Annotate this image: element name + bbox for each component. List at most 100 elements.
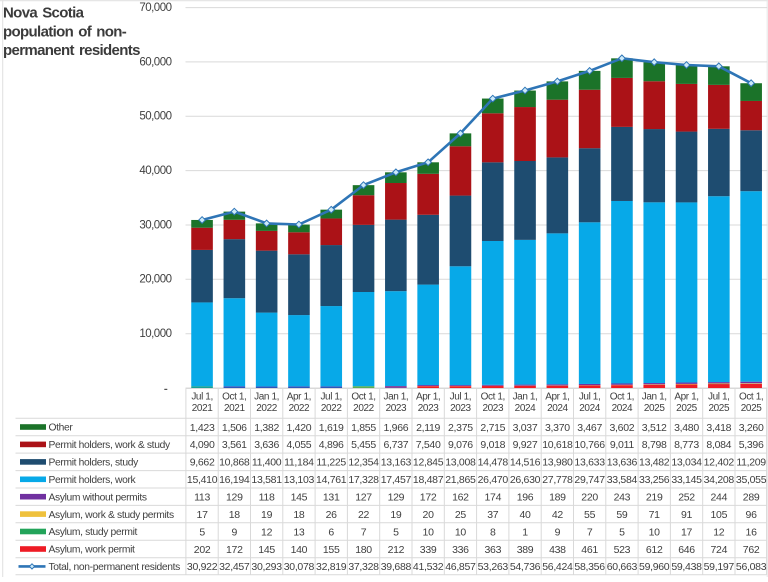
svg-text:9: 9 xyxy=(555,526,561,538)
svg-text:17: 17 xyxy=(197,509,209,521)
svg-text:22: 22 xyxy=(358,509,370,521)
svg-text:9: 9 xyxy=(232,526,238,538)
svg-text:5: 5 xyxy=(199,526,205,538)
svg-text:70,000: 70,000 xyxy=(139,2,171,14)
svg-text:10,618: 10,618 xyxy=(542,439,573,451)
svg-text:2022: 2022 xyxy=(256,403,277,414)
svg-text:11,225: 11,225 xyxy=(316,457,346,469)
svg-text:53,263: 53,263 xyxy=(478,561,509,573)
svg-text:14,516: 14,516 xyxy=(510,457,541,469)
svg-text:Apr 1,: Apr 1, xyxy=(416,392,440,403)
svg-text:11,209: 11,209 xyxy=(736,457,766,469)
svg-text:37: 37 xyxy=(487,509,499,521)
svg-text:3,467: 3,467 xyxy=(577,422,602,434)
svg-text:4,896: 4,896 xyxy=(319,439,344,451)
svg-text:Nova Scotia: Nova Scotia xyxy=(3,5,85,22)
svg-text:Asylum without permits: Asylum without permits xyxy=(49,492,147,503)
svg-text:336: 336 xyxy=(452,544,469,556)
svg-text:162: 162 xyxy=(452,492,469,504)
svg-text:29,747: 29,747 xyxy=(574,474,605,486)
svg-text:2,715: 2,715 xyxy=(480,422,505,434)
svg-text:1,506: 1,506 xyxy=(222,422,247,434)
svg-text:41,532: 41,532 xyxy=(413,561,444,573)
svg-text:105: 105 xyxy=(710,509,727,521)
svg-text:12,354: 12,354 xyxy=(348,457,379,469)
svg-text:Jul 1,: Jul 1, xyxy=(450,392,472,403)
svg-text:145: 145 xyxy=(258,544,275,556)
svg-text:Asylum, work permit: Asylum, work permit xyxy=(49,545,136,556)
svg-text:339: 339 xyxy=(420,544,437,556)
svg-text:20,000: 20,000 xyxy=(139,274,171,286)
svg-text:129: 129 xyxy=(388,492,405,504)
svg-text:2021: 2021 xyxy=(192,403,213,414)
svg-text:18,487: 18,487 xyxy=(413,474,444,486)
svg-text:population of non-: population of non- xyxy=(3,23,127,40)
svg-text:189: 189 xyxy=(549,492,566,504)
svg-text:40,000: 40,000 xyxy=(139,165,171,177)
svg-text:60,000: 60,000 xyxy=(139,56,171,68)
svg-text:2024: 2024 xyxy=(612,403,633,414)
svg-text:33,584: 33,584 xyxy=(607,474,638,486)
svg-text:8: 8 xyxy=(490,526,496,538)
svg-text:Jan 1,: Jan 1, xyxy=(513,392,538,403)
svg-text:13,980: 13,980 xyxy=(542,457,573,469)
svg-text:16,194: 16,194 xyxy=(219,474,250,486)
svg-text:13,633: 13,633 xyxy=(574,457,605,469)
svg-text:127: 127 xyxy=(355,492,372,504)
svg-text:26,630: 26,630 xyxy=(510,474,541,486)
svg-text:32,819: 32,819 xyxy=(316,561,347,573)
svg-text:Jul 1,: Jul 1, xyxy=(579,392,601,403)
svg-text:32,457: 32,457 xyxy=(219,561,250,573)
svg-text:permanent residents: permanent residents xyxy=(3,42,140,59)
svg-text:13,103: 13,103 xyxy=(284,474,315,486)
svg-text:33,256: 33,256 xyxy=(639,474,670,486)
svg-text:59,960: 59,960 xyxy=(639,561,670,573)
svg-text:Oct 1,: Oct 1, xyxy=(222,392,246,403)
svg-text:1,855: 1,855 xyxy=(351,422,376,434)
svg-text:19: 19 xyxy=(390,509,402,521)
svg-text:289: 289 xyxy=(743,492,760,504)
svg-text:461: 461 xyxy=(581,544,598,556)
svg-text:Apr 1,: Apr 1, xyxy=(545,392,569,403)
svg-text:7: 7 xyxy=(587,526,593,538)
svg-text:56,424: 56,424 xyxy=(542,561,573,573)
svg-text:11,184: 11,184 xyxy=(284,457,314,469)
svg-text:10,000: 10,000 xyxy=(139,328,171,340)
svg-text:96: 96 xyxy=(746,509,758,521)
svg-text:54,736: 54,736 xyxy=(510,561,541,573)
svg-text:13,163: 13,163 xyxy=(381,457,412,469)
svg-text:220: 220 xyxy=(581,492,598,504)
svg-text:6: 6 xyxy=(328,526,334,538)
svg-text:Oct 1,: Oct 1, xyxy=(481,392,505,403)
svg-text:30,293: 30,293 xyxy=(251,561,282,573)
svg-text:10,868: 10,868 xyxy=(219,457,250,469)
svg-text:131: 131 xyxy=(323,492,340,504)
svg-text:14,478: 14,478 xyxy=(478,457,509,469)
svg-text:12: 12 xyxy=(261,526,273,538)
svg-text:13,034: 13,034 xyxy=(671,457,702,469)
svg-text:13,581: 13,581 xyxy=(251,474,282,486)
svg-text:3,260: 3,260 xyxy=(739,422,764,434)
svg-text:59,438: 59,438 xyxy=(671,561,702,573)
svg-text:9,011: 9,011 xyxy=(610,439,634,451)
svg-text:2023: 2023 xyxy=(418,403,439,414)
svg-text:2024: 2024 xyxy=(547,403,568,414)
svg-text:1,423: 1,423 xyxy=(190,422,215,434)
svg-text:Apr 1,: Apr 1, xyxy=(287,392,311,403)
svg-text:252: 252 xyxy=(678,492,695,504)
svg-text:Jul 1,: Jul 1, xyxy=(708,392,730,403)
svg-text:3,370: 3,370 xyxy=(545,422,570,434)
svg-text:1: 1 xyxy=(522,526,528,538)
svg-text:Permit holders, work: Permit holders, work xyxy=(49,475,137,486)
svg-text:30,000: 30,000 xyxy=(139,219,171,231)
svg-text:5,455: 5,455 xyxy=(351,439,376,451)
svg-text:3,602: 3,602 xyxy=(610,422,635,434)
svg-text:3,418: 3,418 xyxy=(706,422,731,434)
svg-text:10: 10 xyxy=(455,526,467,538)
svg-text:202: 202 xyxy=(194,544,211,556)
svg-text:Permit holders, study: Permit holders, study xyxy=(49,458,140,469)
svg-text:174: 174 xyxy=(484,492,501,504)
svg-text:9,018: 9,018 xyxy=(480,439,505,451)
svg-text:438: 438 xyxy=(549,544,566,556)
svg-text:Oct 1,: Oct 1, xyxy=(351,392,375,403)
